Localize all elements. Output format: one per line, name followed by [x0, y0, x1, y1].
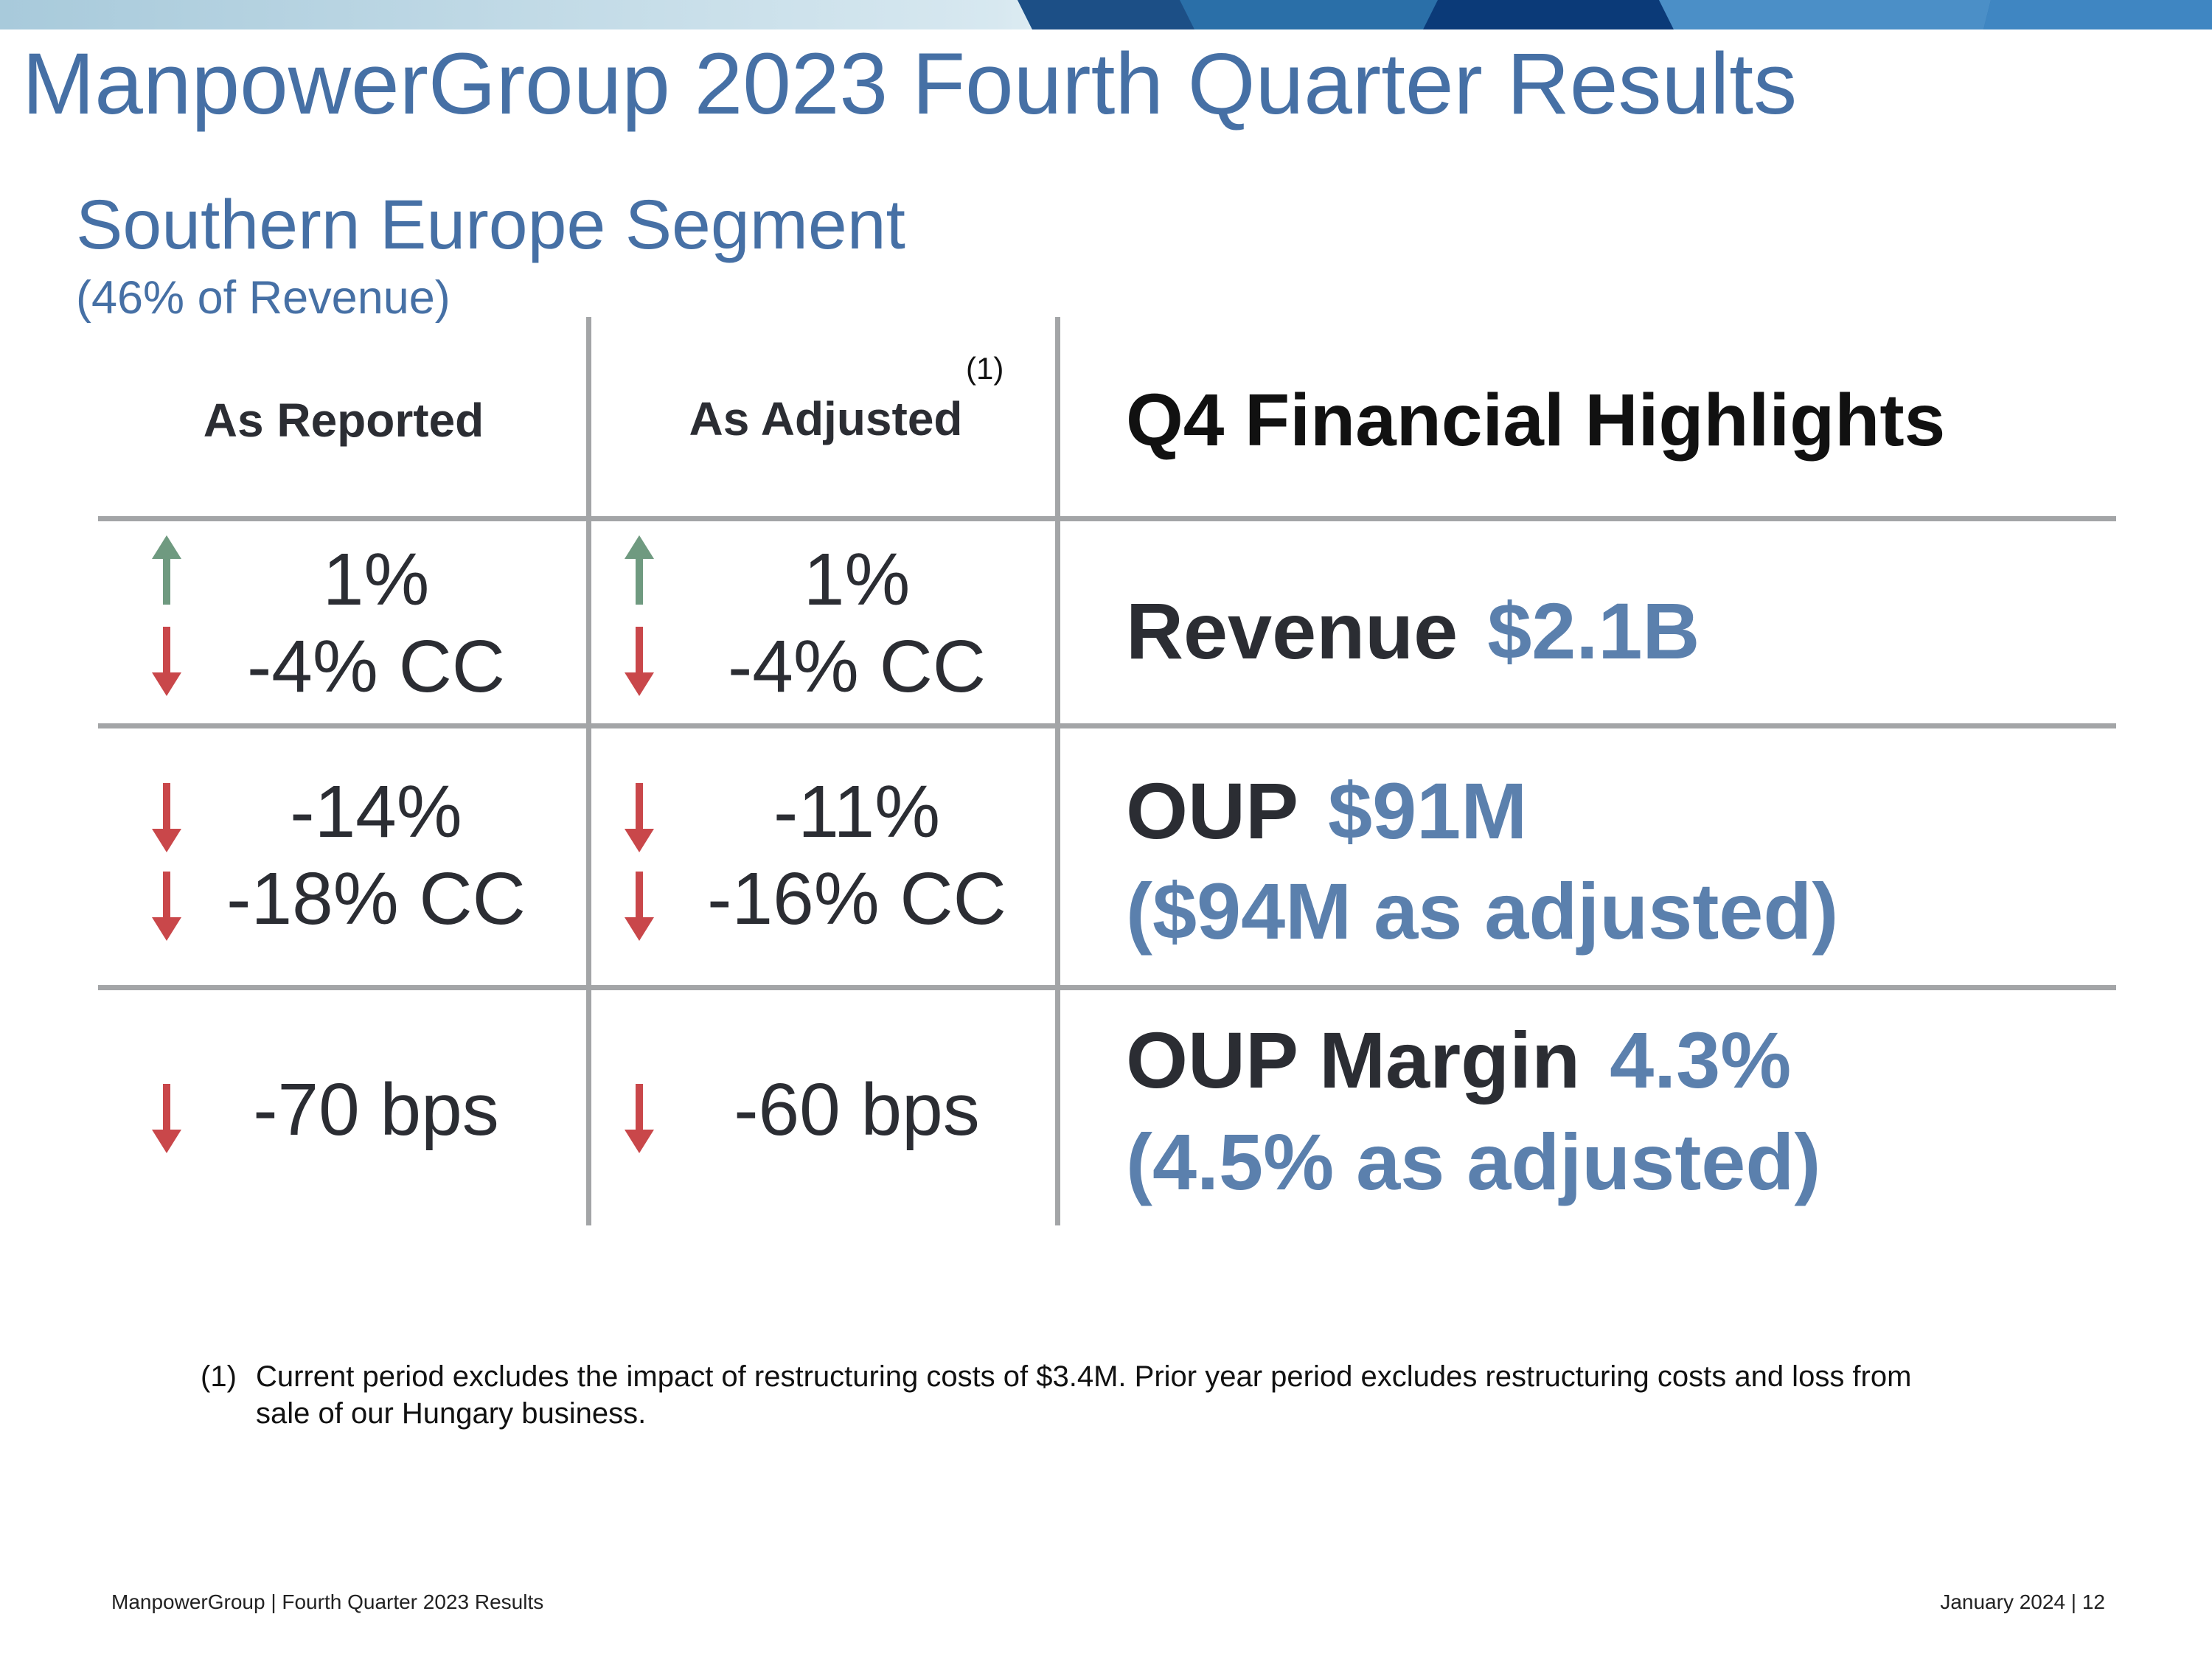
- highlight-revenue-value: $2.1B: [1487, 586, 1700, 675]
- highlight-oup-margin: OUP Margin 4.3%: [1126, 1010, 1791, 1110]
- row-divider-3: [98, 985, 2116, 990]
- page-title: ManpowerGroup 2023 Fourth Quarter Result…: [22, 35, 1798, 133]
- footnote-text: Current period excludes the impact of re…: [256, 1360, 1912, 1430]
- adjusted-footnote-ref: (1): [966, 351, 1004, 386]
- arrow-down-icon: [150, 627, 183, 696]
- highlights-title: Q4 Financial Highlights: [1126, 379, 1946, 462]
- row1-reported: 1% -4% CC: [206, 531, 546, 715]
- highlight-oup-value: $91M: [1328, 766, 1528, 855]
- row3-reported-value: -70 bps: [253, 1068, 499, 1151]
- top-banner: [0, 0, 2212, 29]
- highlight-oup-margin-note: (4.5% as adjusted): [1126, 1112, 1820, 1211]
- row-divider-2: [98, 723, 2116, 728]
- highlight-revenue: Revenue $2.1B: [1126, 581, 1700, 681]
- row3-adjusted-value: -60 bps: [734, 1068, 980, 1151]
- arrow-down-icon: [623, 872, 655, 941]
- arrow-down-icon: [150, 872, 183, 941]
- arrow-down-icon: [150, 1084, 183, 1153]
- highlight-oup-note: ($94M as adjusted): [1126, 861, 1838, 961]
- highlight-oup-margin-label: OUP Margin: [1126, 1015, 1581, 1105]
- footer-left: ManpowerGroup | Fourth Quarter 2023 Resu…: [111, 1590, 544, 1613]
- highlight-revenue-label: Revenue: [1126, 586, 1458, 675]
- arrow-down-icon: [623, 627, 655, 696]
- column-divider-left: [586, 317, 591, 1225]
- row1-adjusted-value: 1%: [803, 538, 911, 621]
- row2-adjusted: -11% -16% CC: [687, 737, 1026, 973]
- arrow-down-icon: [623, 783, 655, 852]
- highlight-oup: OUP $91M: [1126, 761, 1527, 860]
- row1-reported-cc: -4% CC: [246, 625, 506, 708]
- segment-subtitle: (46% of Revenue): [76, 272, 451, 324]
- footnote: (1) Current period excludes the impact o…: [201, 1358, 1970, 1432]
- arrow-down-icon: [150, 783, 183, 852]
- highlight-oup-margin-value: 4.3%: [1610, 1015, 1792, 1105]
- row1-reported-value: 1%: [322, 538, 430, 621]
- column-divider-right: [1055, 317, 1060, 1225]
- row2-reported-value: -14%: [290, 771, 462, 853]
- row2-reported: -14% -18% CC: [206, 737, 546, 973]
- row1-adjusted: 1% -4% CC: [687, 531, 1026, 715]
- arrow-up-icon: [150, 535, 183, 605]
- footer-right: January 2024 | 12: [1940, 1590, 2105, 1613]
- row1-adjusted-cc: -4% CC: [727, 625, 987, 708]
- highlight-oup-adjusted: ($94M as adjusted): [1126, 866, 1839, 956]
- column-header-reported: As Reported: [203, 394, 484, 447]
- row3-adjusted: -60 bps: [687, 1003, 1026, 1217]
- arrow-down-icon: [623, 1084, 655, 1153]
- row3-reported: -70 bps: [206, 1003, 546, 1217]
- footnote-marker: (1): [201, 1360, 237, 1393]
- row2-reported-cc: -18% CC: [226, 858, 526, 940]
- column-header-adjusted: As Adjusted: [689, 392, 963, 445]
- segment-title: Southern Europe Segment: [76, 186, 905, 264]
- row2-adjusted-cc: -16% CC: [707, 858, 1006, 940]
- arrow-up-icon: [623, 535, 655, 605]
- row2-adjusted-value: -11%: [773, 771, 941, 853]
- highlight-oup-label: OUP: [1126, 766, 1299, 855]
- row-divider-1: [98, 516, 2116, 521]
- highlight-oup-margin-adjusted: (4.5% as adjusted): [1126, 1117, 1821, 1206]
